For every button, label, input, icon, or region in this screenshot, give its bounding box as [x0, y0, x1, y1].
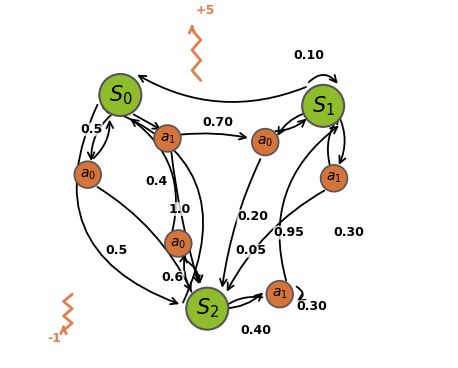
Text: 0.10: 0.10	[293, 49, 324, 62]
Circle shape	[302, 85, 344, 127]
Text: $S_2$: $S_2$	[196, 297, 219, 321]
Circle shape	[99, 74, 142, 116]
Circle shape	[74, 161, 101, 188]
Text: -1: -1	[48, 332, 61, 345]
Text: 0.40: 0.40	[240, 324, 272, 337]
Text: 0.5: 0.5	[106, 244, 128, 257]
Circle shape	[165, 230, 192, 257]
Text: 1.0: 1.0	[169, 202, 191, 216]
Text: 0.5: 0.5	[80, 123, 103, 136]
Text: 0.05: 0.05	[235, 244, 266, 257]
Text: 0.70: 0.70	[202, 116, 234, 129]
Circle shape	[154, 125, 181, 152]
Text: 0.95: 0.95	[273, 226, 304, 239]
Text: 0.6: 0.6	[162, 271, 184, 284]
Text: 0.30: 0.30	[333, 226, 364, 239]
Text: $a_0$: $a_0$	[257, 135, 273, 149]
Text: 0.20: 0.20	[237, 210, 268, 223]
Circle shape	[252, 129, 278, 156]
Circle shape	[321, 165, 348, 192]
Text: 0.30: 0.30	[297, 300, 328, 314]
Text: $S_1$: $S_1$	[311, 94, 335, 118]
Text: $a_1$: $a_1$	[272, 287, 288, 301]
Text: $a_0$: $a_0$	[80, 167, 96, 182]
Text: +5: +5	[196, 4, 215, 17]
Text: $a_1$: $a_1$	[326, 171, 342, 185]
Text: $a_1$: $a_1$	[159, 131, 175, 146]
Text: 0.4: 0.4	[146, 176, 168, 188]
Text: $a_0$: $a_0$	[170, 236, 186, 251]
Circle shape	[186, 288, 228, 330]
Circle shape	[266, 281, 293, 308]
Text: $S_0$: $S_0$	[109, 83, 132, 107]
